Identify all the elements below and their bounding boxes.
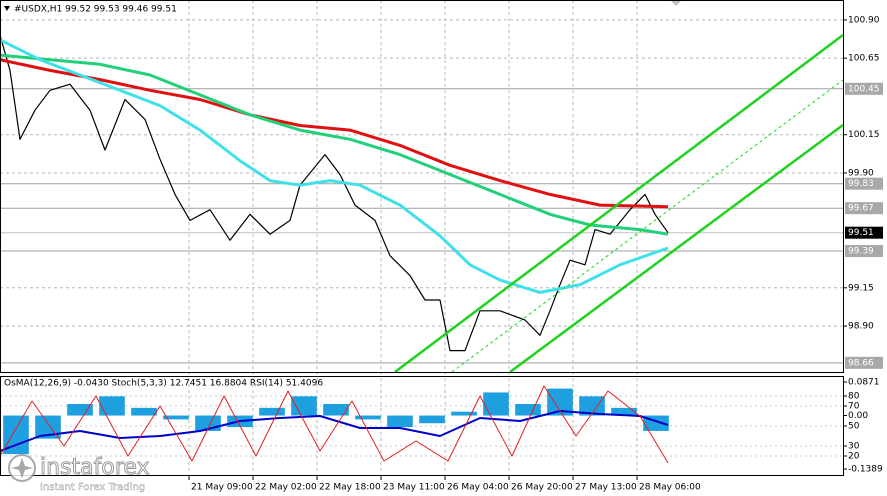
y-tick-label: 98.90 xyxy=(848,322,874,332)
osma-bar xyxy=(163,415,189,420)
chart-header: #USDX,H1 99.52 99.53 99.46 99.51 xyxy=(14,5,177,15)
y-tick-label: 99.15 xyxy=(848,283,874,293)
x-tick-label: 22 May 18:00 xyxy=(319,483,381,493)
level-label: 99.67 xyxy=(848,204,874,214)
logo-star xyxy=(11,458,33,478)
logo-text: instaforex xyxy=(40,455,150,480)
osma-bar xyxy=(323,403,349,416)
series-line xyxy=(0,35,669,352)
menu-arrow[interactable] xyxy=(4,6,10,11)
current-price-label: 99.51 xyxy=(848,228,874,238)
y2-tick-label: -0.1389 xyxy=(848,465,883,475)
y2-tick-label: 0.00 xyxy=(848,411,868,421)
x-tick-label: 22 May 02:00 xyxy=(255,483,317,493)
osma-bar xyxy=(419,415,445,424)
x-tick-label: 28 May 06:00 xyxy=(639,483,701,493)
x-tick-label: 26 May 04:00 xyxy=(447,483,509,493)
series-line xyxy=(0,38,669,294)
osma-bar xyxy=(483,392,509,416)
x-tick-label: 21 May 09:00 xyxy=(191,483,253,493)
level-label-bg xyxy=(845,202,883,215)
osma-bar xyxy=(291,396,317,416)
logo-tagline: Instant Forex Trading xyxy=(40,482,145,493)
osma-bar xyxy=(355,415,381,420)
level-label: 99.83 xyxy=(848,179,874,189)
level-label-bg xyxy=(845,177,883,190)
osma-bar xyxy=(611,407,637,416)
y-tick-label: 100.90 xyxy=(848,15,880,25)
osma-bar xyxy=(131,407,157,416)
series-line xyxy=(0,410,669,452)
series-line xyxy=(0,385,669,464)
channel-upper xyxy=(394,34,844,373)
x-tick-label: 26 May 20:00 xyxy=(511,483,573,493)
current-price-bg xyxy=(845,226,883,239)
osma-bar xyxy=(67,403,93,416)
y-tick-label: 20 xyxy=(848,452,860,462)
y-tick-label: 70 xyxy=(848,402,860,412)
indicator-header: OsMA(12,26,9) -0.0430 Stoch(5,3,3) 12.74… xyxy=(4,379,323,389)
osma-bar xyxy=(99,396,125,416)
series-line xyxy=(0,53,669,236)
y-tick-label: 99.90 xyxy=(848,168,874,178)
x-tick-label: 23 May 11:00 xyxy=(383,483,445,493)
osma-bar xyxy=(387,415,413,428)
y-tick-label: 80 xyxy=(848,392,860,402)
logo: instaforex Instant Forex Trading xyxy=(8,454,150,493)
osma-bar xyxy=(515,403,541,416)
level-label-bg xyxy=(845,245,883,258)
level-label-bg xyxy=(845,356,883,369)
y-tick-label: 100.15 xyxy=(848,130,880,140)
level-label: 98.66 xyxy=(848,358,874,368)
indicator-panel-border xyxy=(0,376,844,476)
main-panel-border xyxy=(0,0,844,373)
channel-lower xyxy=(509,123,844,374)
osma-bar xyxy=(451,411,477,416)
y-tick-label: 100.65 xyxy=(848,54,880,64)
series-line xyxy=(0,58,669,209)
osma-bar xyxy=(259,407,285,416)
level-label-bg xyxy=(845,82,883,95)
y-tick-label: 30 xyxy=(848,442,860,452)
level-label: 100.45 xyxy=(848,84,880,94)
osma-bar xyxy=(579,396,605,416)
y2-tick-label: 0.0871 xyxy=(848,378,880,388)
y-tick-label: 50 xyxy=(848,422,860,432)
shift-marker xyxy=(671,1,681,6)
level-label: 99.39 xyxy=(848,247,874,257)
x-tick-label: 27 May 13:00 xyxy=(575,483,637,493)
